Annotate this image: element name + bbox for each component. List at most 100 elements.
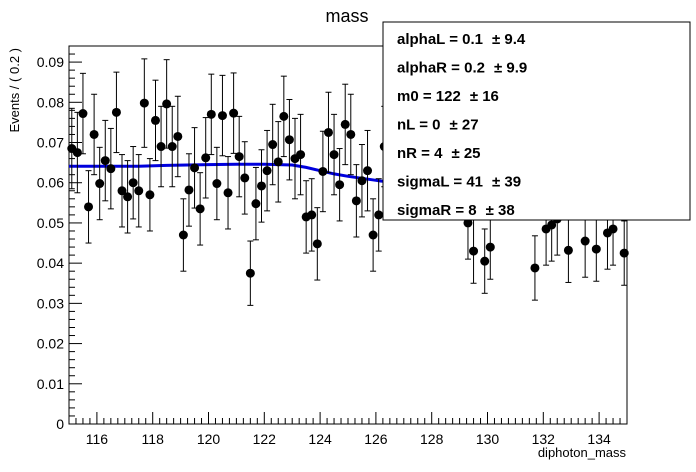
data-marker [162,99,172,109]
data-marker [229,108,239,118]
data-marker [173,131,183,141]
data-marker [100,156,110,166]
data-marker [212,179,222,189]
data-marker [469,246,479,256]
data-marker [591,244,601,254]
data-marker [296,150,306,160]
data-point [195,172,205,246]
data-point [530,235,540,301]
y-tick-label: 0.07 [37,135,64,151]
data-point [307,178,317,252]
x-axis-label: diphoton_mass [538,445,627,460]
data-point [190,127,200,209]
data-point [128,146,138,220]
parameter-row: sigmaL = 41 ± 39 [397,174,521,191]
data-point [212,146,222,221]
data-marker [273,157,283,167]
parameters-box-frame [382,21,691,221]
data-point [469,218,479,284]
parameter-value: m0 = 122 [397,88,461,105]
parameter-row: alphaL = 0.1 ± 9.4 [397,31,526,48]
data-point [340,83,350,166]
parameter-value: alphaR = 0.2 [397,60,485,77]
parameter-value: alphaL = 0.1 [397,31,483,48]
data-marker [156,142,166,152]
data-marker [78,109,88,119]
data-marker [251,199,261,209]
data-marker [106,164,116,174]
data-point [234,115,244,198]
parameter-error: ± 9.9 [494,60,527,77]
parameter-value: nL = 0 [397,117,441,134]
data-marker [184,185,194,195]
y-tick-label: 0.04 [37,255,64,271]
data-point [368,198,378,272]
data-point [223,156,233,230]
data-point [262,129,272,212]
x-tick-label: 128 [420,431,444,447]
y-tick-label: 0.05 [37,215,64,231]
x-tick-label: 122 [253,431,277,447]
data-point [173,95,183,178]
y-axis: 0 0.01 0.02 0.03 0.04 0.05 0.06 0.07 0.08 0.09 [37,45,82,432]
data-marker [608,224,618,234]
data-marker [223,188,233,198]
data-marker [268,140,278,150]
data-marker [145,190,155,200]
data-point [111,71,121,154]
data-marker [262,166,272,176]
data-marker [357,176,367,186]
data-point [178,198,188,272]
data-point [329,113,339,196]
data-point [229,72,239,154]
x-axis: 116 118 120 122 124 126 128 130 132 134 [68,412,628,447]
data-points-layer [67,58,629,306]
data-marker [318,166,328,176]
data-marker [139,98,149,108]
data-marker [368,230,378,240]
y-tick-label: 0.08 [37,94,64,110]
data-marker [206,109,216,119]
y-tick-label: 0.03 [37,295,64,311]
parameter-row: nL = 0 ± 27 [397,117,479,134]
data-marker [463,218,473,228]
data-marker [563,245,573,255]
fit-parameters-box: alphaL = 0.1 ± 9.4 alphaR = 0.2 ± 9.9 m0 = 1… [382,21,691,221]
x-tick-label: 126 [364,431,388,447]
data-marker [84,202,94,212]
data-marker [201,153,211,163]
data-point [84,170,94,244]
y-tick-label: 0.02 [37,336,64,352]
data-marker [89,129,99,139]
parameter-value: sigmaL = 41 [397,174,483,191]
parameter-row: sigmaR = 8 ± 38 [397,202,515,219]
data-marker [190,163,200,173]
data-marker [117,186,127,196]
data-marker [150,115,160,125]
data-point [563,217,573,283]
data-point [363,129,373,212]
data-marker [374,210,384,220]
data-point [357,144,367,218]
data-point [206,73,216,156]
data-point [217,74,227,157]
parameter-value: sigmaR = 8 [397,202,477,219]
data-point [145,158,155,232]
x-tick-label: 118 [142,431,165,447]
parameter-error: ± 25 [451,145,480,162]
data-marker [234,152,244,162]
data-point [245,240,255,306]
data-point [95,146,105,221]
data-point [351,164,361,238]
data-marker [128,178,138,188]
data-marker [134,186,144,196]
y-tick-label: 0 [56,416,64,432]
data-point [162,59,172,149]
y-tick-label: 0.01 [37,376,64,392]
data-point [279,75,289,158]
y-tick-label: 0.09 [37,54,64,70]
data-marker [351,196,361,206]
y-tick-label: 0.06 [37,175,64,191]
data-marker [480,256,490,266]
